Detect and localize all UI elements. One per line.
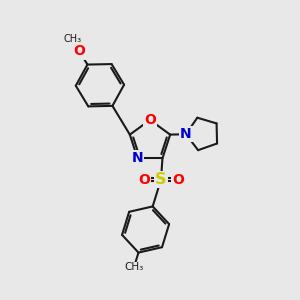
Text: S: S — [155, 172, 167, 187]
Text: O: O — [74, 44, 86, 58]
Text: O: O — [138, 172, 150, 187]
Text: N: N — [132, 151, 143, 165]
Text: N: N — [180, 127, 192, 141]
Text: CH₃: CH₃ — [63, 34, 81, 44]
Text: O: O — [172, 172, 184, 187]
Text: CH₃: CH₃ — [124, 262, 144, 272]
Text: O: O — [144, 113, 156, 127]
